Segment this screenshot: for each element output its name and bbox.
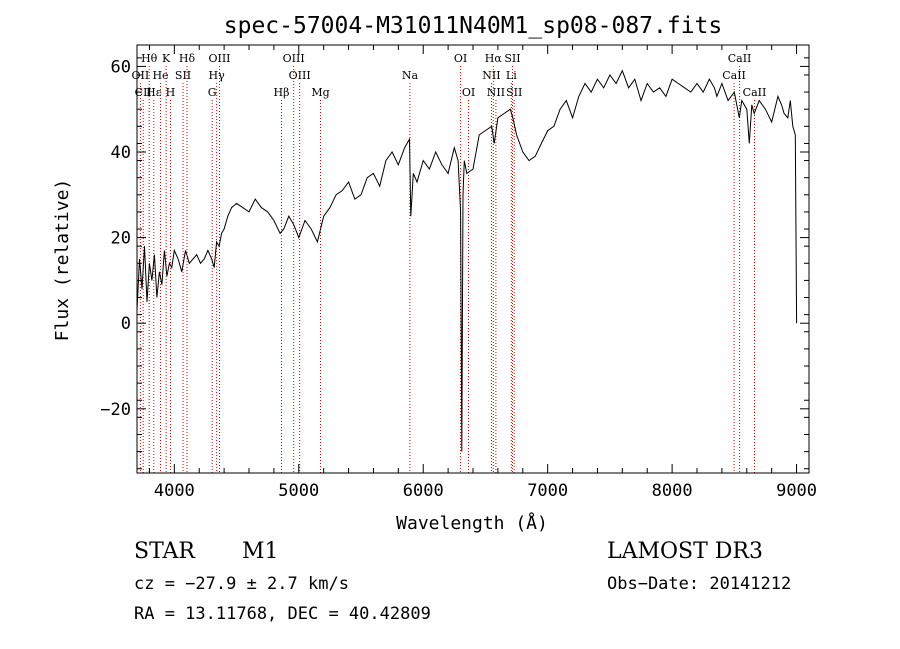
line-marker-label: OI xyxy=(462,86,475,99)
line-marker-label: CaII xyxy=(722,69,746,82)
line-marker-label: Li xyxy=(506,69,517,82)
x-tick-label: 5000 xyxy=(278,481,319,501)
line-marker-label: CII xyxy=(135,86,152,99)
object-class: STAR xyxy=(134,539,195,564)
line-marker-label: Mg xyxy=(311,86,329,99)
line-marker-label: H xyxy=(166,86,176,99)
y-axis-label: Flux (relative) xyxy=(52,179,73,342)
x-tick-label: 8000 xyxy=(652,481,693,501)
cz-value: cz = −27.9 ± 2.7 km/s xyxy=(134,574,349,594)
y-tick-label: 60 xyxy=(111,57,131,77)
x-tick-label: 6000 xyxy=(403,481,444,501)
line-marker-label: Hα xyxy=(485,52,503,65)
line-markers xyxy=(139,66,755,473)
line-marker-label: NII xyxy=(482,69,500,82)
line-marker-label: Hβ xyxy=(274,86,290,99)
line-marker-label: Hθ xyxy=(141,52,158,65)
spectrum-line xyxy=(136,69,798,452)
x-tick-label: 9000 xyxy=(776,481,817,501)
coordinates: RA = 13.11768, DEC = 40.42809 xyxy=(134,604,431,624)
line-marker-label: OI xyxy=(454,52,467,65)
line-marker-label: CaII xyxy=(743,86,767,99)
line-marker-label: Na xyxy=(402,69,419,82)
axis-ticks: 4000 5000 6000 7000 8000 9000 −20 0 20 40 60 xyxy=(100,45,817,501)
line-marker-label: OII xyxy=(132,69,150,82)
line-marker-label: He xyxy=(152,69,168,82)
line-marker-label: OIII xyxy=(208,52,230,65)
line-marker-label: Hγ xyxy=(209,69,226,82)
y-tick-label: 0 xyxy=(121,314,131,334)
line-marker-label: OIII xyxy=(289,69,311,82)
y-tick-label: 40 xyxy=(111,143,131,163)
x-tick-label: 7000 xyxy=(527,481,568,501)
survey-name: LAMOST DR3 xyxy=(607,539,763,564)
line-marker-label: SII xyxy=(506,86,522,99)
line-marker-label: Hδ xyxy=(179,52,196,65)
line-marker-label: OIII xyxy=(283,52,305,65)
line-marker-label: K xyxy=(162,52,171,65)
y-tick-label: −20 xyxy=(100,400,131,420)
x-tick-label: 4000 xyxy=(154,481,195,501)
chart-title: spec-57004-M31011N40M1_sp08-087.fits xyxy=(224,13,723,39)
object-subclass: M1 xyxy=(242,539,279,564)
obs-date: Obs−Date: 20141212 xyxy=(607,574,792,594)
x-axis-label: Wavelength (Å) xyxy=(396,512,548,534)
plot-frame xyxy=(136,44,810,474)
line-marker-label: CaII xyxy=(728,52,752,65)
line-marker-label: NII xyxy=(487,86,505,99)
y-tick-label: 20 xyxy=(111,229,131,249)
line-marker-label: SII xyxy=(504,52,520,65)
line-marker-label: SII xyxy=(175,69,191,82)
line-marker-label: Hε xyxy=(146,86,162,99)
line-marker-label: G xyxy=(208,86,217,99)
